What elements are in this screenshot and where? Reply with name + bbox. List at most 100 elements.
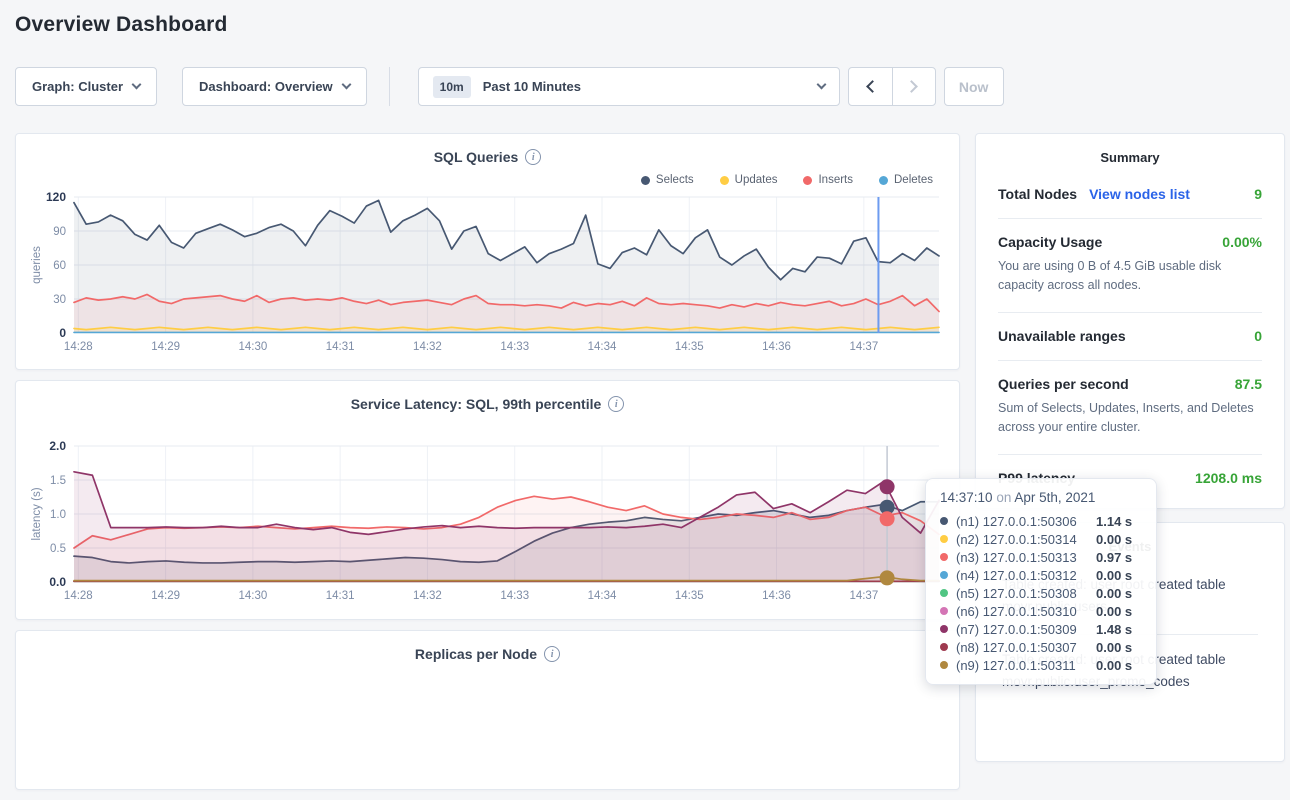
- tooltip-latency-value: 1.48 s: [1096, 622, 1132, 637]
- summary-row-head: Queries per second 87.5: [998, 376, 1262, 392]
- sql-queries-card: SQL Queries i SelectsUpdatesInsertsDelet…: [15, 133, 960, 370]
- graph-dropdown-label: Graph: Cluster: [32, 79, 123, 94]
- summary-row-head: Total NodesView nodes list9: [998, 186, 1262, 202]
- tooltip-latency-value: 0.00 s: [1096, 532, 1132, 547]
- chevron-down-icon: [341, 80, 351, 90]
- divider: [389, 67, 390, 106]
- summary-metric-label: Capacity Usage: [998, 234, 1102, 250]
- summary-metric-value: 87.5: [1235, 376, 1262, 392]
- svg-text:0: 0: [59, 326, 66, 340]
- dashboard-dropdown-label: Dashboard: Overview: [199, 79, 333, 94]
- tooltip-node-label: (n4) 127.0.0.1:50312: [956, 568, 1088, 583]
- chart-title: Replicas per Node: [415, 646, 537, 662]
- service-latency-card: Service Latency: SQL, 99th percentile i …: [15, 380, 960, 620]
- series-color-dot: [940, 643, 948, 651]
- now-button[interactable]: Now: [944, 67, 1004, 106]
- svg-text:14:31: 14:31: [326, 341, 355, 353]
- svg-text:14:30: 14:30: [238, 341, 267, 353]
- tooltip-latency-value: 0.00 s: [1096, 586, 1132, 601]
- tooltip-node-label: (n3) 127.0.0.1:50313: [956, 550, 1088, 565]
- time-back-button[interactable]: [849, 68, 892, 105]
- legend-item-inserts[interactable]: Inserts: [803, 173, 853, 187]
- chart-legend: Selects Updates Inserts Deletes: [16, 165, 959, 187]
- tooltip-node-label: (n7) 127.0.0.1:50309: [956, 622, 1088, 637]
- svg-text:14:36: 14:36: [762, 590, 791, 602]
- series-color-dot: [940, 661, 948, 669]
- tooltip-row: (n2) 127.0.0.1:503140.00 s: [940, 530, 1142, 548]
- series-color-dot: [940, 535, 948, 543]
- tooltip-row: (n8) 127.0.0.1:503070.00 s: [940, 638, 1142, 656]
- summary-metric-value: 0.00%: [1222, 234, 1262, 250]
- graph-dropdown[interactable]: Graph: Cluster: [15, 67, 157, 106]
- series-color-dot: [940, 607, 948, 615]
- summary-panel: Summary Total NodesView nodes list9Capac…: [975, 133, 1285, 509]
- svg-text:latency (s): latency (s): [31, 487, 43, 540]
- tooltip-latency-value: 0.00 s: [1096, 640, 1132, 655]
- tooltip-time: 14:37:10: [940, 490, 993, 505]
- time-range-badge: 10m: [433, 76, 471, 98]
- time-range-dropdown[interactable]: 10m Past 10 Minutes: [418, 67, 840, 106]
- svg-text:14:34: 14:34: [588, 341, 617, 353]
- legend-item-selects[interactable]: Selects: [641, 173, 694, 187]
- tooltip-latency-value: 0.00 s: [1096, 604, 1132, 619]
- page-title: Overview Dashboard: [15, 13, 228, 37]
- service-latency-chart[interactable]: 14:2814:2914:3014:3114:3214:3314:3414:35…: [16, 436, 959, 617]
- svg-text:14:28: 14:28: [64, 590, 93, 602]
- svg-text:0.5: 0.5: [50, 543, 66, 555]
- svg-text:0.0: 0.0: [49, 575, 66, 589]
- info-icon[interactable]: i: [544, 646, 560, 662]
- time-step-buttons: [848, 67, 936, 106]
- tooltip-latency-value: 1.14 s: [1096, 514, 1132, 529]
- svg-text:2.0: 2.0: [49, 439, 66, 453]
- summary-metric-label: Queries per second: [998, 376, 1129, 392]
- summary-row: Unavailable ranges 0: [998, 312, 1262, 360]
- chart-title: Service Latency: SQL, 99th percentile: [351, 396, 602, 412]
- time-forward-button[interactable]: [892, 68, 935, 105]
- dashboard-dropdown[interactable]: Dashboard: Overview: [182, 67, 367, 106]
- tooltip-row: (n6) 127.0.0.1:503100.00 s: [940, 602, 1142, 620]
- svg-text:14:33: 14:33: [500, 590, 529, 602]
- summary-metric-label: Total Nodes: [998, 186, 1077, 202]
- summary-row: Total NodesView nodes list9: [998, 171, 1262, 218]
- sql-queries-chart[interactable]: 14:2814:2914:3014:3114:3214:3314:3414:35…: [16, 187, 959, 368]
- series-color-dot: [940, 553, 948, 561]
- summary-metric-value: 1208.0 ms: [1195, 470, 1262, 486]
- chevron-down-icon: [132, 80, 142, 90]
- svg-text:14:29: 14:29: [151, 341, 180, 353]
- tooltip-latency-value: 0.00 s: [1096, 658, 1132, 673]
- replicas-per-node-card: Replicas per Node i: [15, 630, 960, 790]
- series-color-dot: [940, 625, 948, 633]
- chevron-right-icon: [905, 80, 918, 93]
- tooltip-rows: (n1) 127.0.0.1:50306 1.14 s(n2) 127.0.0.1…: [940, 512, 1142, 674]
- series-color-dot: [940, 589, 948, 597]
- summary-row-head: Capacity Usage 0.00%: [998, 234, 1262, 250]
- summary-title: Summary: [998, 134, 1262, 171]
- legend-label: Inserts: [818, 174, 853, 186]
- view-nodes-list-link[interactable]: View nodes list: [1089, 186, 1190, 202]
- summary-rows: Total NodesView nodes list9Capacity Usag…: [998, 171, 1262, 502]
- summary-metric-value: 0: [1254, 328, 1262, 344]
- legend-label: Updates: [735, 174, 778, 186]
- info-icon[interactable]: i: [608, 396, 624, 412]
- chevron-left-icon: [866, 80, 879, 93]
- summary-metric-description: Sum of Selects, Updates, Inserts, and De…: [998, 399, 1262, 438]
- svg-text:14:31: 14:31: [326, 590, 355, 602]
- controls-bar: Graph: Cluster Dashboard: Overview 10m P…: [15, 67, 1004, 106]
- series-color-dot: [940, 571, 948, 579]
- tooltip-on: on: [996, 490, 1011, 505]
- tooltip-node-label: (n5) 127.0.0.1:50308: [956, 586, 1088, 601]
- info-icon[interactable]: i: [525, 149, 541, 165]
- legend-item-updates[interactable]: Updates: [720, 173, 778, 187]
- summary-row: Capacity Usage0.00%You are using 0 B of …: [998, 218, 1262, 312]
- summary-metric-label: Unavailable ranges: [998, 328, 1126, 344]
- charts-column: SQL Queries i SelectsUpdatesInsertsDelet…: [15, 133, 960, 800]
- svg-text:120: 120: [46, 190, 66, 204]
- legend-item-deletes[interactable]: Deletes: [879, 173, 933, 187]
- svg-text:90: 90: [53, 226, 66, 238]
- svg-text:14:32: 14:32: [413, 341, 442, 353]
- chevron-down-icon: [816, 80, 826, 90]
- summary-row: Queries per second 87.5 Sum of Selects, Up…: [998, 360, 1262, 454]
- tooltip-row: (n9) 127.0.0.1:50311 0.00 s: [940, 656, 1142, 674]
- tooltip-node-label: (n1) 127.0.0.1:50306: [956, 514, 1088, 529]
- tooltip-node-label: (n9) 127.0.0.1:50311: [956, 658, 1088, 673]
